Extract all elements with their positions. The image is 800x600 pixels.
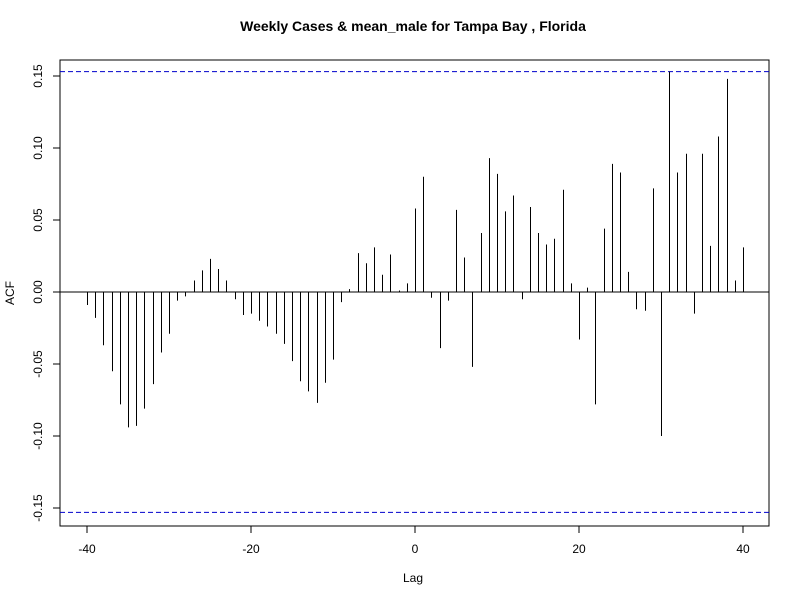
- x-tick-label: 40: [736, 542, 750, 556]
- plot-frame: [59, 59, 770, 527]
- chart-title: Weekly Cases & mean_male for Tampa Bay ,…: [240, 18, 586, 34]
- x-tick-label: 0: [412, 542, 419, 556]
- y-tick-label: -0.15: [31, 494, 45, 522]
- y-tick-label: 0.00: [31, 280, 45, 304]
- x-tick-label: -20: [242, 542, 260, 556]
- x-axis-label: Lag: [403, 571, 423, 585]
- confidence-bounds: [60, 71, 769, 513]
- acf-bars: [60, 71, 769, 436]
- x-tick-label: 20: [572, 542, 586, 556]
- x-tick-label: -40: [78, 542, 96, 556]
- y-tick-label: 0.10: [31, 136, 45, 160]
- y-tick-label: 0.15: [31, 64, 45, 88]
- y-tick-label: -0.05: [31, 350, 45, 378]
- x-axis: -40 -20 0 20 40: [78, 526, 750, 556]
- y-tick-label: 0.05: [31, 208, 45, 232]
- y-axis-label: ACF: [3, 281, 17, 305]
- y-axis: -0.15 -0.10 -0.05 0.00 0.05 0.10 0.15: [31, 64, 60, 522]
- y-tick-label: -0.10: [31, 422, 45, 450]
